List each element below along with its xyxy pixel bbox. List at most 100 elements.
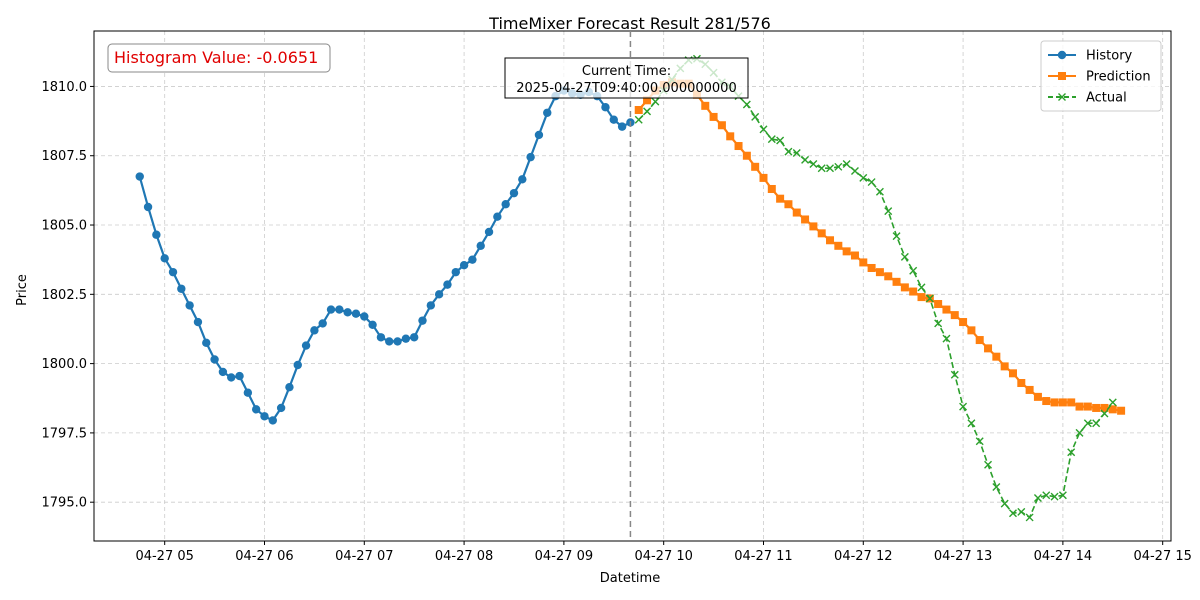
legend-label: History — [1086, 49, 1133, 64]
data-point-actual — [1025, 513, 1034, 522]
x-tick-label: 04-27 05 — [135, 549, 193, 564]
current-time-label: Current Time: — [582, 64, 671, 79]
legend-marker — [1058, 72, 1066, 80]
data-point-prediction — [1008, 369, 1017, 378]
series-prediction — [634, 78, 1126, 415]
data-point-actual — [909, 266, 918, 275]
data-point-prediction — [776, 194, 785, 203]
data-point-prediction — [742, 151, 751, 160]
x-tick-label: 04-27 06 — [235, 549, 293, 564]
data-point-actual — [1033, 494, 1042, 503]
data-point-prediction — [1117, 406, 1126, 415]
data-point-actual — [925, 294, 934, 303]
histogram-annotation: Histogram Value: -0.0651 — [107, 43, 331, 73]
y-tick-label: 1800.0 — [42, 357, 88, 372]
data-point-prediction — [809, 222, 818, 231]
data-point-history — [310, 326, 319, 335]
data-point-actual — [634, 115, 643, 124]
data-point-prediction — [734, 142, 743, 151]
data-point-actual — [900, 252, 909, 261]
data-point-prediction — [975, 336, 984, 345]
x-tick-label: 04-27 15 — [1133, 549, 1191, 564]
data-point-prediction — [1033, 392, 1042, 401]
data-point-prediction — [992, 352, 1001, 361]
data-point-prediction — [834, 241, 843, 250]
data-point-actual — [809, 160, 818, 169]
x-tick-label: 04-27 08 — [435, 549, 493, 564]
data-point-history — [185, 301, 194, 310]
data-point-prediction — [1025, 385, 1034, 394]
legend: History Prediction Actual — [1040, 40, 1162, 112]
data-point-history — [393, 337, 402, 346]
data-point-actual — [742, 100, 751, 109]
x-tick-label: 04-27 10 — [634, 549, 692, 564]
data-point-history — [484, 227, 494, 237]
data-point-history — [368, 320, 377, 330]
data-point-prediction — [875, 268, 884, 277]
chart-title: TimeMixer Forecast Result 281/576 — [488, 14, 771, 33]
legend-item-actual: Actual — [1048, 91, 1127, 106]
data-point-prediction — [634, 105, 643, 114]
data-point-prediction — [701, 101, 710, 110]
data-point-actual — [992, 482, 1001, 491]
data-point-actual — [1058, 491, 1067, 500]
data-point-actual — [643, 107, 652, 116]
data-point-prediction — [1017, 379, 1026, 388]
data-point-history — [168, 267, 178, 277]
data-point-actual — [884, 207, 893, 216]
data-point-history — [293, 360, 302, 370]
data-point-actual — [950, 370, 959, 379]
data-point-history — [401, 334, 411, 343]
data-point-prediction — [959, 318, 968, 327]
y-tick-label: 1805.0 — [42, 219, 88, 234]
data-point-prediction — [759, 173, 768, 182]
legend-box — [1040, 40, 1162, 112]
data-point-actual — [842, 160, 851, 169]
data-point-prediction — [1108, 405, 1117, 414]
legend-label: Prediction — [1086, 70, 1151, 85]
data-point-prediction — [892, 277, 901, 286]
data-point-history — [468, 255, 477, 264]
data-point-prediction — [859, 258, 868, 267]
data-point-actual — [867, 178, 876, 187]
data-point-history — [434, 290, 444, 299]
grid — [94, 31, 1171, 541]
data-point-actual — [1092, 419, 1101, 428]
current-time-annotation: Current Time: 2025-04-27T09:40:00.000000… — [504, 57, 749, 99]
data-point-actual — [651, 97, 660, 106]
data-point-prediction — [1083, 402, 1092, 411]
data-point-prediction — [767, 184, 776, 193]
data-point-actual — [942, 334, 951, 343]
axis-ticks: 04-27 05 04-27 06 04-27 07 04-27 08 04-27 09… — [42, 80, 1192, 564]
data-point-history — [152, 230, 161, 239]
series-line-actual — [638, 57, 1114, 519]
data-point-history — [268, 416, 278, 425]
y-tick-label: 1810.0 — [42, 80, 88, 95]
y-tick-label: 1802.5 — [42, 288, 88, 303]
data-point-prediction — [967, 326, 976, 335]
y-tick-label: 1797.5 — [42, 426, 88, 441]
data-point-history — [227, 373, 236, 382]
y-axis-label: Price — [15, 274, 30, 306]
data-point-prediction — [1000, 362, 1009, 371]
data-point-prediction — [950, 311, 959, 320]
data-point-history — [143, 202, 153, 212]
legend-label: Actual — [1086, 91, 1127, 106]
legend-marker — [1058, 93, 1066, 101]
current-time-box — [504, 57, 749, 99]
data-point-history — [376, 333, 386, 342]
x-tick-label: 04-27 09 — [535, 549, 593, 564]
data-point-prediction — [917, 293, 926, 302]
x-tick-label: 04-27 14 — [1034, 549, 1092, 564]
data-point-actual — [959, 402, 968, 411]
data-point-history — [409, 333, 419, 342]
data-point-prediction — [726, 132, 735, 141]
legend-marker — [1057, 50, 1067, 60]
data-point-prediction — [1092, 403, 1101, 412]
data-point-history — [601, 103, 610, 112]
data-point-history — [210, 355, 219, 364]
data-point-history — [326, 305, 336, 314]
data-point-history — [135, 172, 144, 181]
data-point-history — [160, 254, 169, 263]
